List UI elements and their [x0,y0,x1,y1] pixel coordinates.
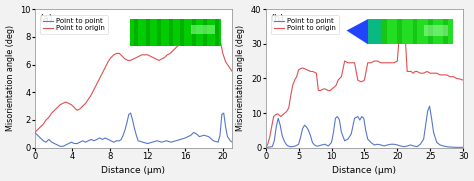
Point to point [425,110,430,112]
Point to origin [229,70,235,73]
Point to point [229,141,235,143]
Legend: Point to point, Point to origin: Point to point, Point to origin [40,15,108,34]
Point to point [32,131,37,134]
Point to point [57,145,63,147]
Point to point [427,105,432,107]
Line: Point to origin: Point to origin [35,22,232,132]
Point to origin [372,60,377,62]
Point to origin [182,39,187,41]
Point to origin [150,56,156,59]
Point to origin [128,59,134,61]
Point to point [348,133,354,135]
Point to point [460,146,466,148]
X-axis label: Distance (μm): Distance (μm) [101,167,165,175]
Legend: Point to point, Point to origin: Point to point, Point to origin [271,15,339,34]
Point to origin [197,20,203,23]
Point to point [111,141,117,143]
Point to point [118,138,124,140]
Y-axis label: Misorientation angle (deg): Misorientation angle (deg) [237,25,246,131]
Point to origin [399,32,404,34]
Point to origin [460,79,466,81]
Text: (b): (b) [270,13,283,23]
Line: Point to point: Point to point [266,106,463,148]
Point to origin [381,62,387,64]
Point to origin [331,86,337,88]
Point to origin [37,126,43,128]
Line: Point to origin: Point to origin [266,33,463,148]
Point to origin [263,147,269,149]
Point to origin [368,62,374,64]
Point to origin [32,131,37,134]
X-axis label: Distance (μm): Distance (μm) [332,167,396,175]
Point to point [316,145,321,147]
Point to origin [434,72,440,74]
Text: (a): (a) [39,13,52,23]
Y-axis label: Misorientation angle (deg): Misorientation angle (deg) [6,25,15,131]
Point to point [221,112,227,114]
Point to point [128,112,134,114]
Point to point [263,147,269,149]
Point to point [55,144,60,146]
Point to origin [88,94,94,96]
Line: Point to point: Point to point [35,113,232,146]
Point to point [46,138,52,140]
Point to point [188,134,194,136]
Point to origin [391,62,397,64]
Point to point [434,141,440,144]
Point to origin [220,52,226,54]
Point to point [300,128,305,130]
Point to point [421,138,427,140]
